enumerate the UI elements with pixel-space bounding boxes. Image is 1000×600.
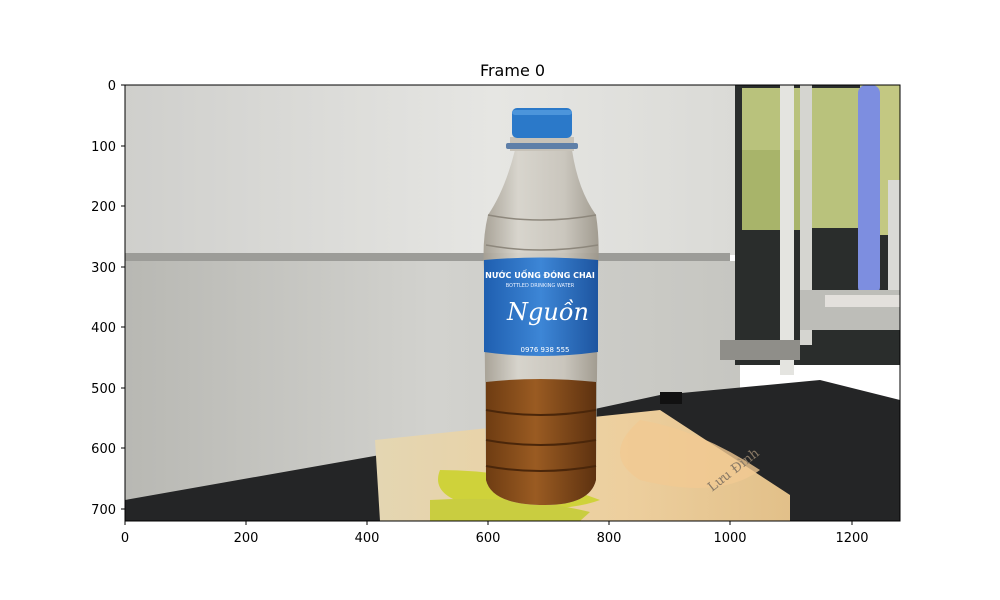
y-tick-label: 600 <box>91 442 116 457</box>
y-tick-label: 300 <box>91 261 116 276</box>
y-tick-label: 500 <box>91 382 116 397</box>
x-tick-label: 0 <box>121 531 129 546</box>
bottle-cap <box>512 108 572 138</box>
figure-title: Frame 0 <box>479 61 546 80</box>
blue-pipe <box>858 85 880 295</box>
axes-frame <box>124 84 901 522</box>
bottle-label <box>484 257 598 356</box>
label-line1: NƯỚC UỐNG ĐÓNG CHAI <box>485 268 595 280</box>
y-tick-label: 100 <box>91 140 116 155</box>
y-tick-label: 200 <box>91 200 116 215</box>
y-axis: 0 100 200 300 400 500 600 700 <box>91 79 125 518</box>
y-tick-label: 0 <box>108 79 116 94</box>
x-tick-label: 1200 <box>835 531 868 546</box>
y-tick-label: 700 <box>91 503 116 518</box>
label-brand: Nguồn <box>506 298 589 326</box>
bottle-liquid <box>486 379 596 505</box>
x-tick-label: 200 <box>234 531 259 546</box>
x-tick-label: 1000 <box>713 531 746 546</box>
label-phone: 0976 938 555 <box>521 346 570 354</box>
x-tick-label: 400 <box>355 531 380 546</box>
photo: Lưu Đình NƯỚC UỐNG ĐÓNG CHAI BOTTLED DRI… <box>125 85 900 521</box>
x-tick-label: 800 <box>597 531 622 546</box>
y-tick-label: 400 <box>91 321 116 336</box>
x-axis: 0 200 400 600 800 1000 1200 <box>121 521 869 546</box>
x-tick-label: 600 <box>476 531 501 546</box>
label-line2: BOTTLED DRINKING WATER <box>506 283 575 289</box>
